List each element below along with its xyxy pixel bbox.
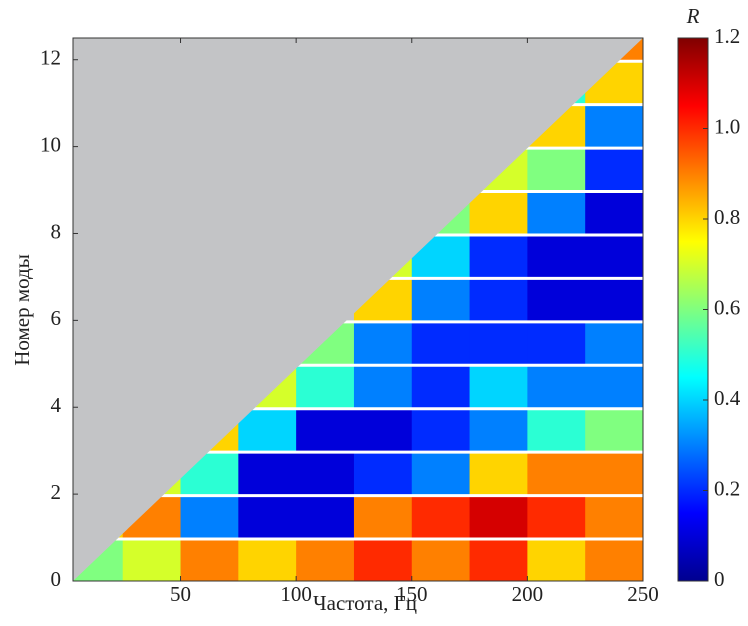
heatmap-cell [527,407,586,452]
x-tick-label: 250 [627,582,659,606]
heatmap-cell [353,537,413,581]
heatmap-cell [585,407,643,452]
heatmap-cell [296,407,355,452]
y-tick-label: 6 [51,306,62,330]
heatmap-cell [238,407,297,452]
heatmap-cell [411,494,471,539]
heatmap-cell [469,363,528,408]
heatmap-cell [411,407,471,452]
heatmap-cell [585,190,643,234]
x-tick-label: 100 [280,582,312,606]
heatmap-cell [527,320,586,365]
heatmap-cell [585,320,643,365]
heatmap-cell [353,450,413,495]
colorbar-label: R [686,4,700,28]
heatmap-cell [527,190,586,234]
heatmap-cell [238,450,297,495]
colorbar-tick-label: 0.4 [714,386,741,410]
y-tick-label: 8 [51,219,62,243]
heatmap-cell [411,363,471,408]
heatmap-cell [585,233,643,278]
heatmap-cell [180,494,239,539]
heatmap-cell [353,407,413,452]
heatmap-cell [411,276,471,321]
heatmap-cell [585,276,643,321]
heatmap-cell [238,537,297,581]
heatmap-cell [353,363,413,408]
heatmap-cell [469,407,528,452]
y-tick-label: 0 [51,567,62,591]
x-tick-label: 200 [512,582,544,606]
heatmap-cell [527,450,586,495]
heatmap-cell [585,146,643,191]
heatmap-cell [585,363,643,408]
heatmap-cell [527,276,586,321]
heatmap-cell [180,537,239,581]
heatmap-cell [585,494,643,539]
colorbar-tick-label: 0.6 [714,295,740,319]
heatmap-cell [469,190,528,234]
heatmap-cell [585,103,643,148]
heatmap-cell [527,363,586,408]
heatmap-cell [296,450,355,495]
y-tick-label: 2 [51,480,62,504]
heatmap-cell [411,537,471,581]
y-tick-label: 12 [40,46,61,70]
x-axis-label: Частота, Гц [313,591,417,615]
colorbar-tick-label: 0.2 [714,476,740,500]
heatmap-cell [585,537,643,581]
y-tick-label: 4 [51,393,62,417]
heatmap-cell [469,494,528,539]
heatmap-cell [469,320,528,365]
heatmap-cell [585,450,643,495]
heatmap-cell [527,233,586,278]
heatmap-cell [411,450,471,495]
heatmap-cell [469,276,528,321]
colorbar-tick-label: 0.8 [714,205,740,229]
heatmap-cell [122,537,182,581]
heatmap-cell [353,494,413,539]
plot-frame [72,37,644,582]
x-tick-label: 50 [170,582,191,606]
colorbar-tick-label: 0 [714,567,725,591]
heatmap-cell [296,494,355,539]
heatmap-cell [527,494,586,539]
x-tick-label: 150 [396,582,428,606]
colorbar-tick-label: 1.0 [714,114,740,138]
y-axis-label: Номер моды [10,254,34,366]
heatmap-cell [353,320,413,365]
heatmap-cell [469,450,528,495]
colorbar-tick-label: 1.2 [714,24,740,48]
heatmap-cell [469,537,528,581]
heatmap-cell [296,537,355,581]
heatmap-cell [296,363,355,408]
heatmap-cell [527,146,586,191]
y-tick-label: 10 [40,132,61,156]
heatmap-cell [238,494,297,539]
heatmap-cell [469,233,528,278]
heatmap-cell [411,320,471,365]
heatmap-cell [527,537,586,581]
